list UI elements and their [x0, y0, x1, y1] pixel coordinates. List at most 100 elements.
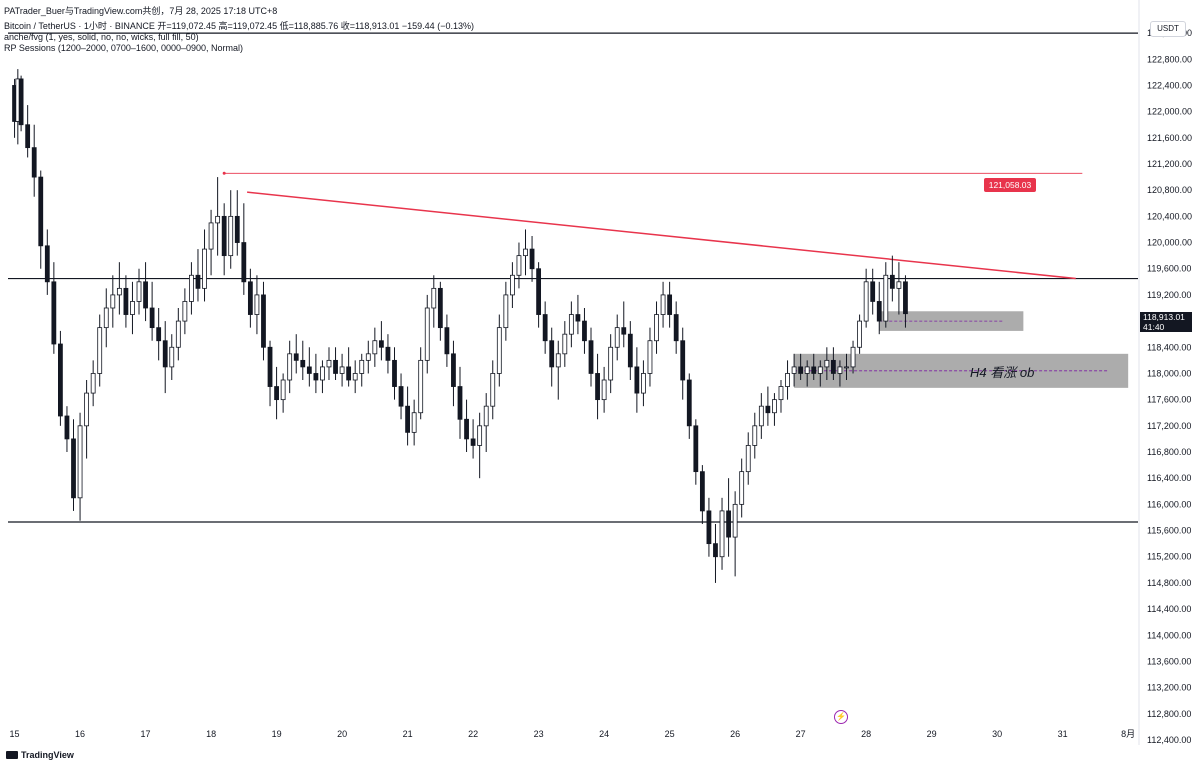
candle-body — [647, 340, 653, 374]
candle-body — [470, 438, 476, 446]
candle-body — [542, 314, 548, 342]
candle-body — [346, 366, 352, 381]
candle-body — [699, 471, 705, 512]
candle-body — [654, 314, 659, 342]
tradingview-watermark[interactable]: TradingView — [6, 750, 74, 760]
candle-body — [228, 215, 234, 257]
candle-body — [660, 294, 666, 315]
x-tick-label: 8月 — [1121, 729, 1135, 739]
x-tick-label: 23 — [534, 729, 544, 739]
y-tick-label: 117,200.00 — [1147, 421, 1191, 431]
y-tick-label: 113,600.00 — [1147, 656, 1191, 666]
candle-body — [830, 359, 836, 374]
x-tick-label: 27 — [796, 729, 806, 739]
candle-body — [71, 438, 76, 499]
candle-body — [38, 176, 44, 247]
bar-countdown: 41:40 — [1143, 322, 1165, 332]
candle-body — [77, 425, 83, 499]
candle-body — [608, 346, 614, 381]
candle-body — [280, 379, 286, 401]
candle-body — [883, 274, 889, 322]
y-tick-label: 122,800.00 — [1147, 54, 1192, 64]
candle-body — [844, 366, 849, 369]
candle-body — [405, 405, 410, 433]
y-tick-label: 114,400.00 — [1147, 604, 1191, 614]
y-tick-label: 114,800.00 — [1147, 578, 1191, 588]
currency-button[interactable]: USDT — [1150, 21, 1186, 37]
candle-body — [516, 255, 522, 276]
y-tick-label: 122,000.00 — [1147, 107, 1192, 117]
candle-body — [745, 445, 751, 473]
candle-body — [97, 327, 103, 374]
order-block-annotation: H4 看涨 ob — [970, 365, 1035, 380]
candle-body — [562, 333, 568, 355]
indicator-fvg-label[interactable]: anche/fvg (1, yes, solid, no, no, wicks,… — [4, 32, 199, 42]
candle-body — [641, 373, 646, 394]
candle-body — [215, 215, 221, 224]
candle-body — [339, 366, 345, 374]
x-tick-label: 28 — [861, 729, 871, 739]
candle-body — [804, 366, 810, 374]
candle-body — [680, 340, 686, 381]
candle-body — [411, 412, 417, 433]
candle-body — [693, 425, 699, 473]
chart-attribution: PATrader_Buer与TradingView.com共创，7月 28, 2… — [4, 6, 278, 16]
candle-body — [667, 294, 673, 315]
candle-body — [719, 510, 725, 558]
candle-body — [549, 340, 555, 368]
candle-body — [857, 320, 862, 348]
candle-body — [896, 281, 902, 289]
candle-body — [758, 405, 764, 427]
candle-body — [313, 373, 319, 381]
x-tick-label: 26 — [730, 729, 740, 739]
candle-body — [431, 287, 437, 309]
candle-body — [418, 359, 424, 414]
candle-body — [208, 222, 214, 250]
y-tick-label: 112,800.00 — [1147, 709, 1191, 719]
y-tick-label: 114,000.00 — [1147, 630, 1191, 640]
y-tick-label: 120,800.00 — [1147, 185, 1192, 195]
y-tick-label: 122,400.00 — [1147, 80, 1192, 90]
last-price-value: 118,913.01 — [1143, 312, 1185, 322]
candle-body — [889, 274, 895, 289]
candle-body — [90, 373, 96, 394]
candle-body — [103, 307, 109, 329]
candle-body — [202, 248, 207, 289]
indicator-sessions-label[interactable]: RP Sessions (1200–2000, 0700–1600, 0000–… — [4, 43, 244, 53]
candle-body — [582, 320, 587, 342]
candle-body — [58, 343, 63, 417]
candle-body — [287, 353, 293, 381]
x-tick-label: 21 — [403, 729, 413, 739]
candle-body — [398, 386, 404, 407]
candle-body — [424, 307, 430, 361]
candle-body — [490, 373, 496, 407]
y-tick-label: 116,000.00 — [1147, 499, 1191, 509]
candle-body — [483, 405, 489, 427]
candle-body — [496, 327, 502, 374]
candle-body — [359, 359, 365, 374]
symbol-ohlc-header[interactable]: Bitcoin / TetherUS · 1小时 · BINANCE 开=119… — [4, 21, 474, 31]
candle-body — [293, 353, 299, 361]
y-tick-label: 113,200.00 — [1147, 683, 1191, 693]
y-tick-label: 120,400.00 — [1147, 211, 1192, 221]
candle-body — [686, 379, 692, 427]
candle-body — [785, 373, 790, 387]
x-tick-label: 25 — [665, 729, 675, 739]
candle-body — [510, 274, 515, 296]
candle-body — [765, 405, 771, 414]
candle-body — [378, 340, 384, 348]
y-tick-label: 118,400.00 — [1147, 342, 1191, 352]
candle-body — [739, 471, 745, 505]
y-tick-label: 120,000.00 — [1147, 238, 1192, 248]
candle-body — [529, 248, 535, 270]
candle-body — [595, 373, 600, 401]
flash-icon[interactable]: ⚡ — [834, 710, 848, 724]
candle-body — [116, 287, 122, 296]
candle-body — [149, 307, 155, 329]
y-tick-label: 112,400.00 — [1147, 735, 1191, 745]
candle-body — [156, 327, 162, 342]
candle-body — [772, 399, 777, 414]
candle-body — [320, 366, 325, 381]
x-tick-label: 24 — [599, 729, 609, 739]
